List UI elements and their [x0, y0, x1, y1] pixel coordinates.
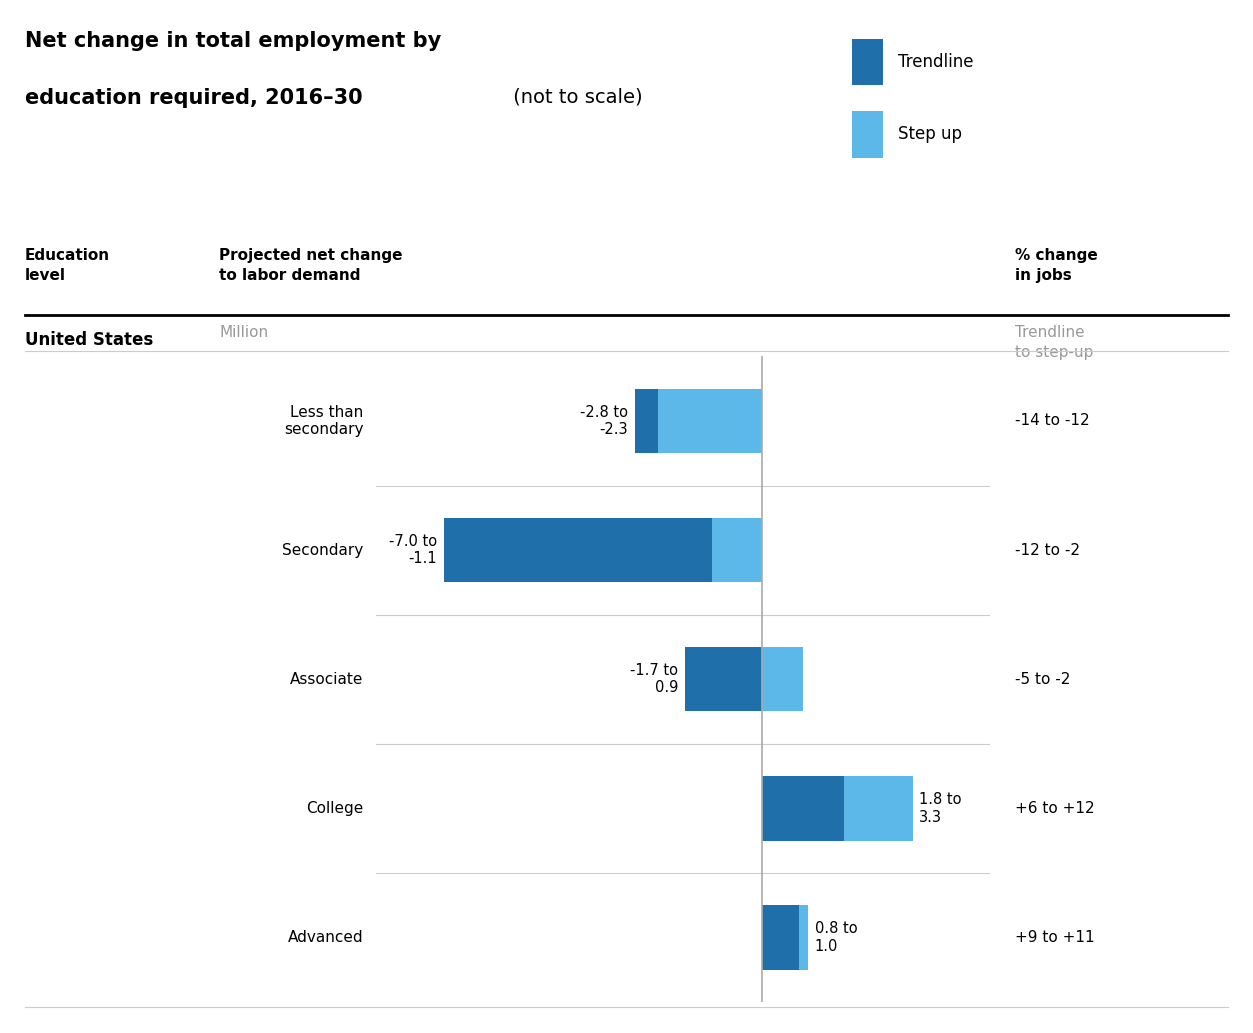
Text: Secondary: Secondary — [282, 542, 363, 558]
Text: (not to scale): (not to scale) — [507, 88, 643, 106]
Bar — [685, 647, 803, 712]
Text: Trendline: Trendline — [898, 53, 974, 71]
Text: United States: United States — [25, 331, 153, 348]
Bar — [763, 647, 803, 712]
Text: Advanced: Advanced — [288, 930, 363, 945]
Bar — [635, 388, 658, 453]
Text: Net change in total employment by: Net change in total employment by — [25, 31, 441, 51]
Text: -7.0 to
-1.1: -7.0 to -1.1 — [390, 534, 437, 566]
Text: 0.8 to
1.0: 0.8 to 1.0 — [814, 921, 857, 953]
Text: 1.8 to
3.3: 1.8 to 3.3 — [920, 792, 962, 824]
Text: -2.8 to
-2.3: -2.8 to -2.3 — [580, 405, 628, 437]
Text: % change
in jobs: % change in jobs — [1015, 248, 1098, 283]
Text: Associate: Associate — [289, 671, 363, 687]
Bar — [799, 905, 808, 970]
Bar — [444, 518, 713, 583]
Text: Projected net change
to labor demand: Projected net change to labor demand — [219, 248, 402, 283]
Bar — [658, 388, 763, 453]
Text: Trendline
to step-up: Trendline to step-up — [1015, 325, 1094, 361]
Text: -1.7 to
0.9: -1.7 to 0.9 — [630, 663, 678, 695]
Bar — [845, 776, 912, 841]
Bar — [763, 905, 799, 970]
Bar — [763, 776, 845, 841]
Text: College: College — [306, 801, 363, 816]
Text: education required, 2016–30: education required, 2016–30 — [25, 88, 362, 107]
Text: +9 to +11: +9 to +11 — [1015, 930, 1095, 945]
Text: -5 to -2: -5 to -2 — [1015, 671, 1070, 687]
Text: Less than
secondary: Less than secondary — [284, 405, 363, 437]
Text: Education
level: Education level — [25, 248, 110, 283]
Text: Step up: Step up — [898, 125, 962, 144]
Text: +6 to +12: +6 to +12 — [1015, 801, 1095, 816]
Text: Million: Million — [219, 325, 268, 341]
Bar — [713, 518, 763, 583]
Text: -12 to -2: -12 to -2 — [1015, 542, 1080, 558]
Text: -14 to -12: -14 to -12 — [1015, 413, 1090, 429]
